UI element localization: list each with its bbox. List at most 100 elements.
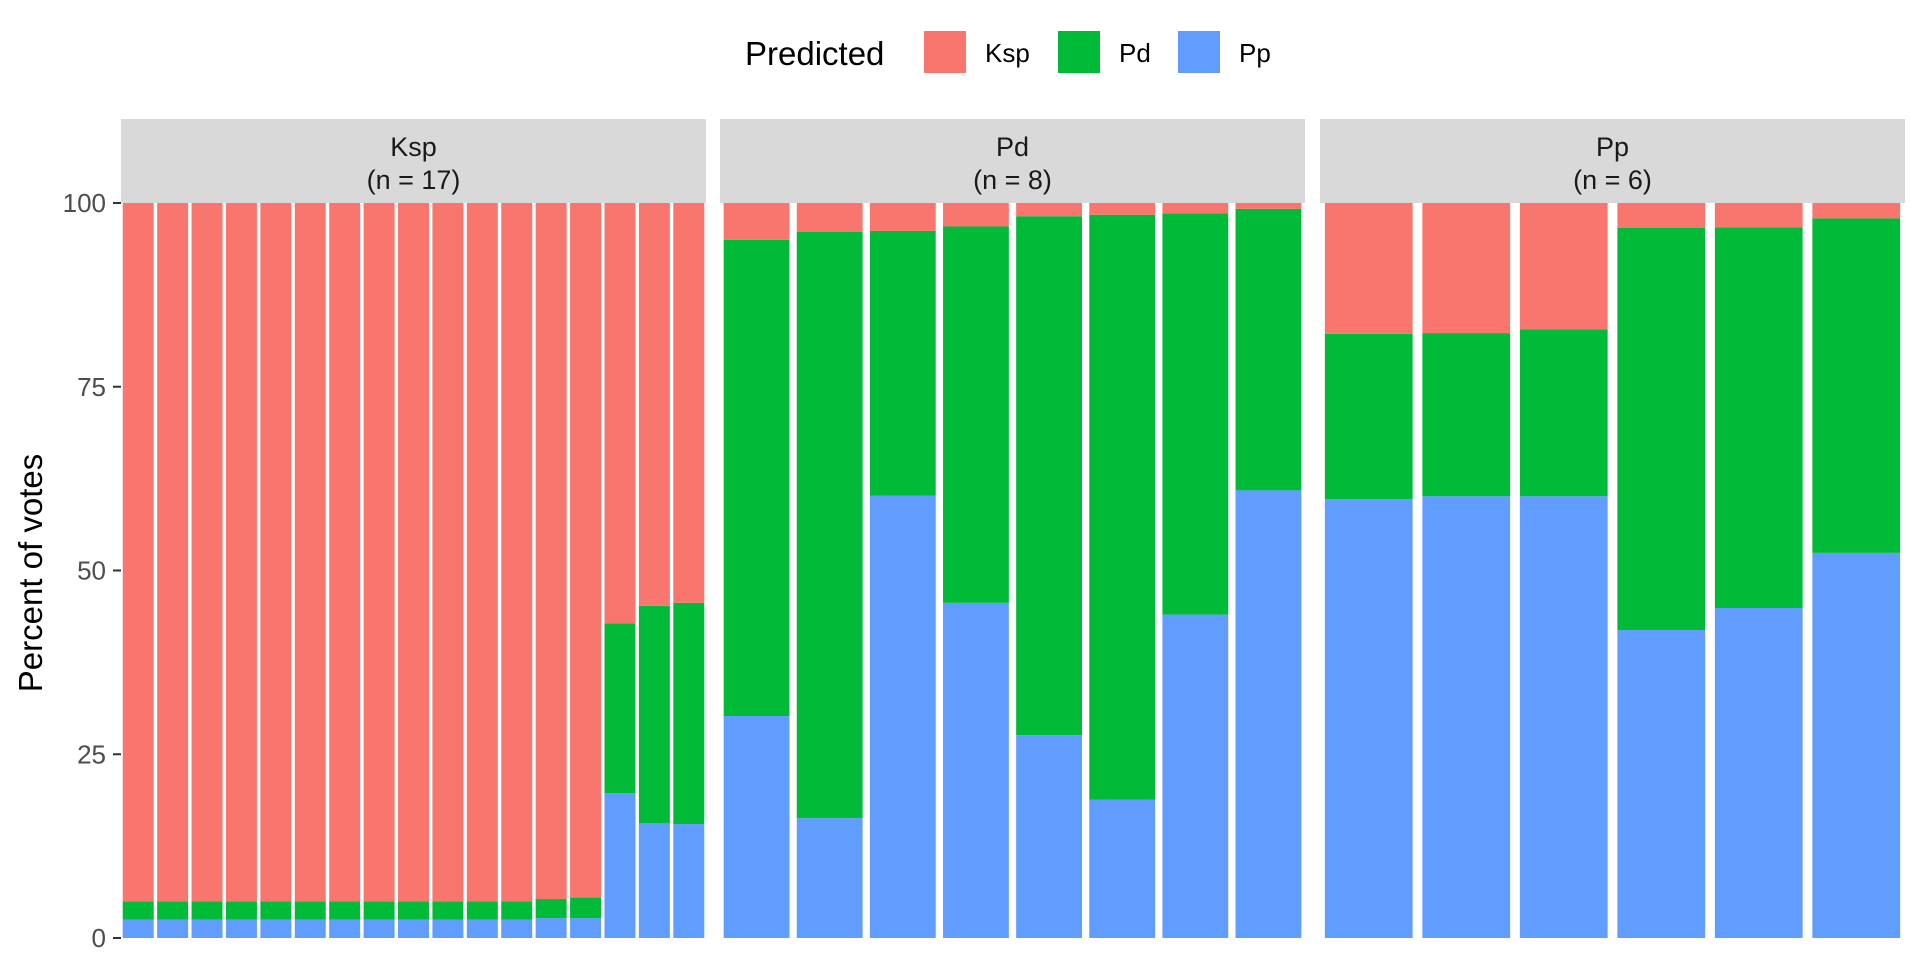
bar-ksp-8-ksp	[363, 203, 395, 902]
bar-ksp-15-pd	[604, 623, 636, 794]
bar-pp-1-pp	[1324, 499, 1413, 938]
bar-ksp-4-pp	[225, 919, 257, 938]
bar-ksp-11-pp	[466, 919, 498, 938]
strip-title-pp: Pp	[1596, 132, 1629, 162]
bar-pp-1-ksp	[1324, 203, 1413, 334]
bar-pd-4-pd	[943, 226, 1009, 603]
bar-pd-3-pd	[869, 230, 936, 496]
y-tick-label-75: 75	[77, 372, 106, 402]
bar-pp-5-pd	[1714, 227, 1803, 608]
bar-pd-2-ksp	[796, 203, 863, 232]
bar-ksp-10-ksp	[432, 203, 464, 902]
y-tick-label-25: 25	[77, 739, 106, 769]
bar-pp-6-ksp	[1812, 203, 1901, 219]
bar-pd-2-pp	[796, 818, 863, 938]
bar-pd-6-pp	[1089, 799, 1156, 938]
bar-ksp-2-ksp	[157, 203, 189, 902]
bar-pd-7-ksp	[1162, 203, 1229, 214]
bar-ksp-6-pd	[294, 901, 326, 920]
y-tick-label-50: 50	[77, 556, 106, 586]
bar-pp-3-pd	[1519, 329, 1608, 497]
bar-ksp-14-pd	[570, 897, 602, 919]
bar-pd-1-ksp	[723, 203, 790, 240]
bar-ksp-12-ksp	[501, 203, 533, 902]
y-axis: 0 25 50 75 100	[63, 188, 121, 953]
bar-ksp-14-pp	[570, 918, 602, 938]
legend: Predicted Ksp Pd Pp	[745, 31, 1271, 73]
legend-title: Predicted	[745, 35, 884, 72]
bar-ksp-9-pd	[398, 901, 429, 920]
strip-pd	[720, 119, 1305, 203]
bar-ksp-5-pd	[260, 901, 292, 920]
bar-ksp-14-ksp	[570, 203, 602, 898]
bar-ksp-6-pp	[294, 919, 326, 938]
bar-ksp-3-pp	[191, 919, 223, 938]
bar-ksp-2-pd	[157, 901, 189, 920]
bar-pp-4-ksp	[1617, 203, 1706, 228]
bar-pd-8-ksp	[1235, 203, 1302, 209]
bar-ksp-11-pd	[466, 901, 498, 920]
bar-pd-4-ksp	[943, 203, 1009, 227]
bar-pd-7-pp	[1162, 614, 1229, 938]
bar-pd-2-pd	[796, 231, 863, 819]
bar-pd-1-pd	[723, 239, 790, 717]
legend-label-pd: Pd	[1119, 38, 1151, 68]
bar-ksp-15-ksp	[604, 203, 636, 624]
strip-title-ksp: Ksp	[390, 132, 437, 162]
bar-ksp-16-pd	[638, 605, 670, 824]
bar-pd-8-pp	[1235, 490, 1302, 938]
bar-pp-6-pd	[1812, 218, 1901, 553]
bar-ksp-11-ksp	[466, 203, 498, 902]
bar-ksp-7-pd	[329, 901, 361, 920]
bar-ksp-5-ksp	[260, 203, 292, 902]
legend-key-ksp	[924, 31, 966, 73]
y-tick-label-100: 100	[63, 188, 106, 218]
bar-ksp-1-ksp	[122, 203, 154, 902]
bar-ksp-4-pd	[225, 901, 257, 920]
bar-pp-3-pp	[1519, 496, 1608, 938]
bar-pp-1-pd	[1324, 333, 1413, 500]
strip-subtitle-ksp: (n = 17)	[367, 165, 461, 195]
bar-pp-4-pp	[1617, 630, 1706, 938]
bar-ksp-17-ksp	[673, 203, 705, 603]
legend-key-pp	[1178, 31, 1220, 73]
bar-ksp-9-ksp	[398, 203, 429, 902]
legend-label-pp: Pp	[1239, 38, 1271, 68]
bar-ksp-8-pp	[363, 919, 395, 938]
bar-ksp-17-pd	[673, 602, 705, 825]
bar-pd-6-ksp	[1089, 203, 1156, 215]
bar-ksp-4-ksp	[225, 203, 257, 902]
bar-pd-3-ksp	[869, 203, 936, 231]
bar-pd-4-pp	[943, 602, 1009, 938]
bar-ksp-16-pp	[638, 823, 670, 938]
bar-ksp-9-pp	[398, 919, 429, 938]
bar-ksp-12-pd	[501, 901, 533, 920]
bar-ksp-3-pd	[191, 901, 223, 920]
bar-ksp-15-pp	[604, 793, 636, 938]
bar-pp-5-ksp	[1714, 203, 1803, 228]
bar-pd-5-ksp	[1016, 203, 1082, 217]
bar-pp-3-ksp	[1519, 203, 1608, 330]
strip-pp	[1320, 119, 1905, 203]
strip-subtitle-pd: (n = 8)	[973, 165, 1052, 195]
legend-label-ksp: Ksp	[985, 38, 1030, 68]
bar-pd-3-pp	[869, 495, 936, 938]
bar-ksp-3-ksp	[191, 203, 223, 902]
bar-ksp-1-pp	[122, 919, 154, 938]
bar-pd-5-pd	[1016, 216, 1082, 736]
bar-pd-7-pd	[1162, 213, 1229, 615]
bar-ksp-1-pd	[122, 901, 154, 920]
bar-ksp-6-ksp	[294, 203, 326, 902]
bar-ksp-7-ksp	[329, 203, 361, 902]
bar-pp-2-ksp	[1422, 203, 1511, 334]
strip-title-pd: Pd	[996, 132, 1029, 162]
bar-pd-5-pp	[1016, 735, 1082, 938]
bar-pp-2-pd	[1422, 333, 1511, 497]
bar-pp-4-pd	[1617, 227, 1706, 631]
bar-pd-1-pp	[723, 716, 790, 938]
y-axis-title: Percent of votes	[12, 454, 49, 692]
bar-pd-8-pd	[1235, 208, 1302, 491]
bar-ksp-17-pp	[673, 824, 705, 938]
bar-pd-6-pd	[1089, 214, 1156, 800]
bar-ksp-16-ksp	[638, 203, 670, 606]
